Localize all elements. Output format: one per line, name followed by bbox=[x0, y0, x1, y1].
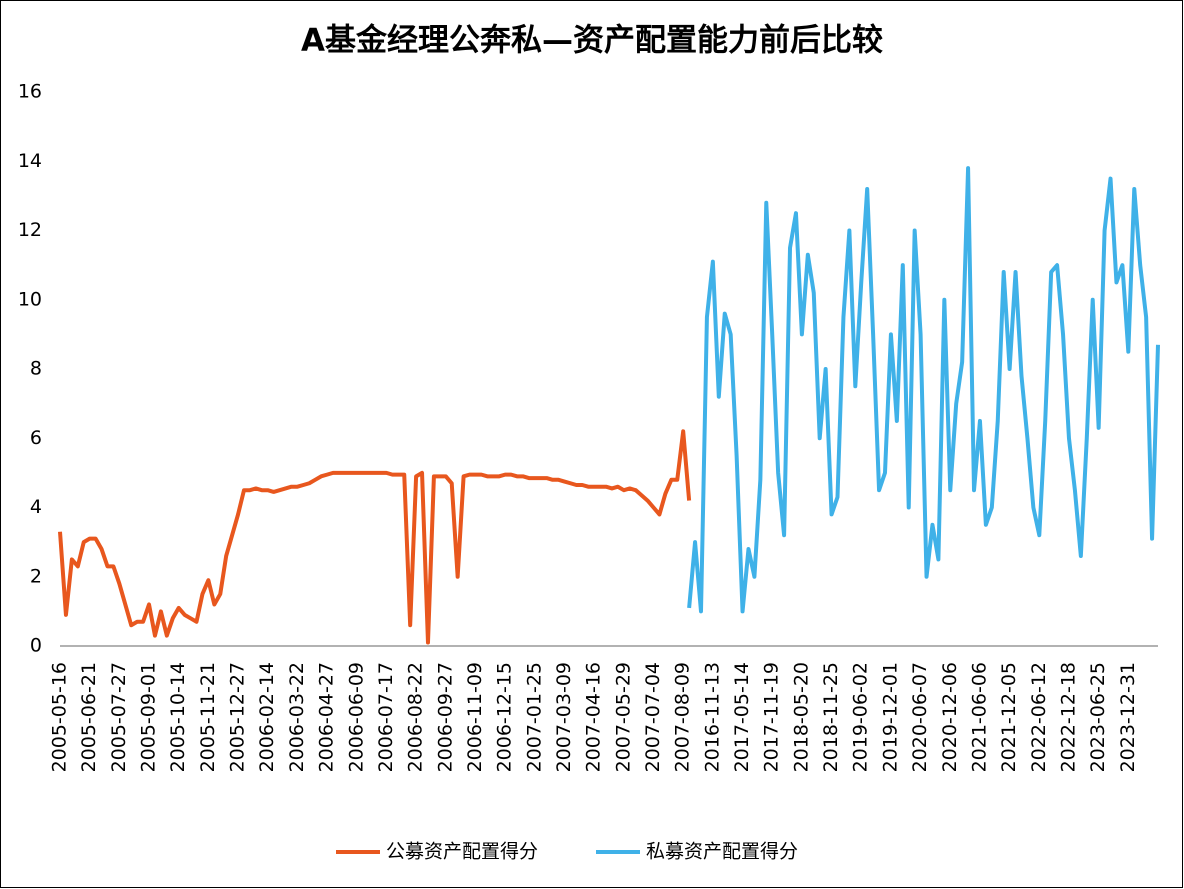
legend-label: 私募资产配置得分 bbox=[646, 841, 798, 863]
x-tick-label: 2005-10-14 bbox=[167, 662, 189, 772]
x-tick-label: 2006-11-09 bbox=[464, 662, 486, 772]
y-tick-label: 12 bbox=[18, 219, 42, 241]
x-tick-label: 2006-04-27 bbox=[316, 662, 338, 772]
x-tick-label: 2007-01-25 bbox=[523, 662, 545, 772]
x-tick-label: 2020-06-07 bbox=[909, 662, 931, 772]
x-tick-label: 2007-03-09 bbox=[553, 662, 575, 772]
x-tick-label: 2020-12-06 bbox=[939, 662, 961, 772]
x-tick-label: 2006-03-22 bbox=[286, 662, 308, 772]
y-tick-label: 8 bbox=[30, 358, 42, 380]
y-tick-label: 14 bbox=[18, 150, 42, 172]
x-tick-label: 2007-07-04 bbox=[642, 662, 664, 772]
x-tick-label: 2005-09-01 bbox=[138, 662, 160, 772]
x-tick-label: 2021-06-06 bbox=[968, 662, 990, 772]
x-tick-label: 2005-06-21 bbox=[78, 662, 100, 772]
y-tick-label: 2 bbox=[30, 565, 42, 587]
x-tick-label: 2017-05-14 bbox=[731, 662, 753, 772]
x-tick-label: 2017-11-19 bbox=[761, 662, 783, 772]
x-tick-label: 2018-11-25 bbox=[820, 662, 842, 772]
x-tick-label: 2007-08-09 bbox=[672, 662, 694, 772]
x-tick-label: 2005-05-16 bbox=[49, 662, 71, 772]
y-tick-label: 4 bbox=[30, 496, 42, 518]
x-tick-label: 2019-06-02 bbox=[850, 662, 872, 772]
x-tick-label: 2007-05-29 bbox=[612, 662, 634, 772]
x-tick-label: 2023-12-31 bbox=[1117, 662, 1139, 772]
series-line bbox=[58, 429, 692, 645]
x-tick-label: 2005-11-21 bbox=[197, 662, 219, 772]
x-tick-label: 2006-08-22 bbox=[405, 662, 427, 772]
x-tick-label: 2005-07-27 bbox=[108, 662, 130, 772]
x-tick-label: 2019-12-01 bbox=[879, 662, 901, 772]
x-tick-label: 2023-06-25 bbox=[1087, 662, 1109, 772]
series-line bbox=[687, 166, 1160, 614]
x-tick-label: 2018-05-20 bbox=[790, 662, 812, 772]
x-tick-label: 2006-07-17 bbox=[375, 662, 397, 772]
x-tick-label: 2022-06-12 bbox=[1028, 662, 1050, 772]
x-tick-label: 2006-12-15 bbox=[494, 662, 516, 772]
x-tick-label: 2022-12-18 bbox=[1057, 662, 1079, 772]
x-tick-label: 2005-12-27 bbox=[227, 662, 249, 772]
y-tick-label: 16 bbox=[18, 81, 42, 103]
y-tick-label: 0 bbox=[30, 635, 42, 657]
x-tick-label: 2016-11-13 bbox=[701, 662, 723, 772]
x-tick-label: 2021-12-05 bbox=[998, 662, 1020, 772]
legend-label: 公募资产配置得分 bbox=[386, 841, 538, 863]
x-tick-label: 2007-04-16 bbox=[583, 662, 605, 772]
x-tick-label: 2006-02-14 bbox=[256, 662, 278, 772]
y-tick-label: 6 bbox=[30, 427, 42, 449]
x-tick-label: 2006-06-09 bbox=[345, 662, 367, 772]
y-tick-label: 10 bbox=[18, 288, 42, 310]
x-tick-label: 2006-09-27 bbox=[434, 662, 456, 772]
chart-title: A基金经理公奔私—资产配置能力前后比较 bbox=[301, 23, 883, 59]
